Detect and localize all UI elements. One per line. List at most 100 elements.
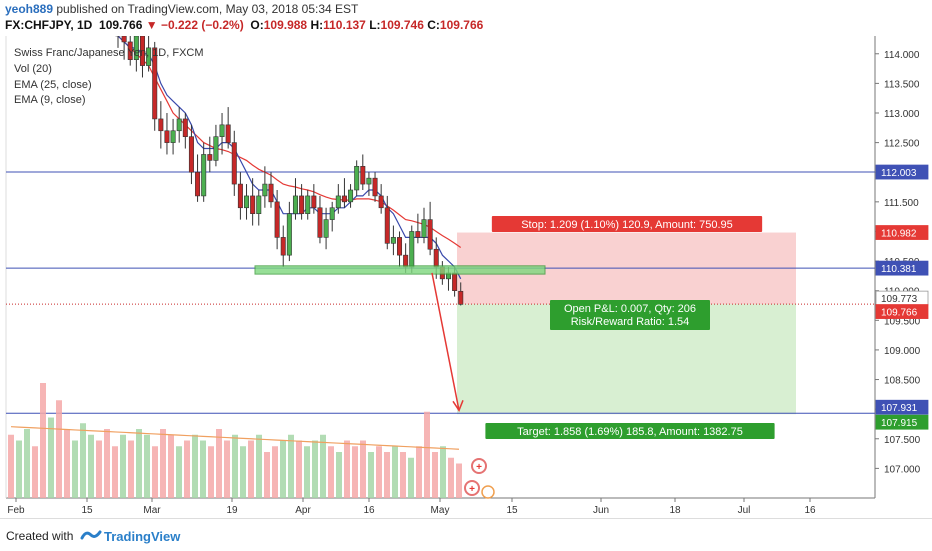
projection-arrow[interactable] [431,272,460,411]
candle-body [341,195,347,203]
price-axis[interactable]: 107.000107.500108.000108.500109.000109.5… [875,50,929,476]
legend-ema25: EMA (25, close) [14,79,92,91]
event-marker-icon[interactable] [464,480,480,496]
candle-body [348,189,354,203]
price-tick-label: 111.500 [884,198,919,209]
time-tick-label: Feb [7,505,25,516]
price-chart[interactable]: ++ 107.000107.500108.000108.500109.00010… [0,0,932,518]
volume-bar [368,452,374,498]
candle-body [299,195,305,214]
candle-body [188,136,194,173]
price-label: 110.982 [875,225,929,240]
price-label: 107.915 [875,414,929,430]
volume-bars [8,383,462,498]
candle-body [164,130,170,143]
tradingview-brand[interactable]: TradingView [104,529,181,544]
candle-body [274,201,280,238]
time-axis[interactable]: Feb 15 Mar 19 Apr 16 May 15 Jun 18 Jul 16 [7,498,816,516]
volume-bar [24,429,30,498]
volume-bar [352,446,358,498]
ema25-line [117,35,462,248]
volume-bar [64,429,70,498]
price-change: ▼ −0.222 (−0.2%) [145,18,244,32]
price-tick-label: 112.500 [884,139,920,150]
target-label-text: Target: 1.858 (1.69%) 185.8, Amount: 138… [517,426,743,438]
volume-bar [424,411,430,498]
volume-bar [128,440,134,498]
target-label-bg [485,423,775,439]
candle-body [390,237,396,244]
volume-bar [240,446,246,498]
legend-ema9: EMA (9, close) [14,94,86,106]
volume-bar [160,429,166,498]
candle-body [286,213,292,256]
time-tick-label: Apr [295,505,311,516]
time-tick-label: Mar [143,505,161,516]
volume-bar [152,446,158,498]
volume-bar [360,440,366,498]
time-tick-label: Jul [738,505,751,516]
volume-bar [16,440,22,498]
candle-body [409,231,415,268]
price-label-text: 107.931 [881,403,918,414]
candle-body [360,166,366,185]
time-tick-label: May [431,505,450,516]
volume-bar [48,417,54,498]
price-tick-label: 107.500 [884,435,921,446]
high-label: H: [310,18,324,32]
volume-bar [392,446,398,498]
candle-body [207,154,213,161]
support-zone[interactable] [254,265,546,275]
volume-bar [312,440,318,498]
horizontal-lines[interactable] [6,171,875,414]
volume-bar [40,383,46,498]
author-name[interactable]: yeoh889 [5,2,54,16]
chart-legend: Swiss Franc/Japanese Yen, 1D, FXCM Vol (… [14,47,204,106]
candles [115,0,464,306]
price-label: 110.381 [875,260,929,276]
time-tick-label: Jun [593,505,609,516]
candle-body [256,195,262,214]
volume-bar [456,463,462,498]
price-tick-label: 108.500 [884,376,921,387]
volume-bar [104,429,110,498]
volume-bar [336,452,342,498]
stop-label-bg [491,216,763,232]
published-text: published on TradingView.com, May 03, 20… [56,2,359,16]
overlays[interactable]: ++ [254,265,546,499]
open-pl-label-bg [550,300,710,330]
price-label-text: 107.915 [881,418,918,429]
volume-bar [88,434,94,498]
volume-bar [328,446,334,498]
price-label: 112.003 [875,164,929,180]
price-tick-label: 113.500 [884,79,920,90]
event-marker-plus: + [476,462,482,473]
candle-body [182,118,188,137]
volume-bar [416,446,422,498]
volume-bar [432,452,438,498]
open-value: 109.988 [263,18,308,32]
volume-bar [120,434,126,498]
volume-bar [56,400,62,498]
volume-bar [344,440,350,498]
volume-bar [264,452,270,498]
candle-body [158,118,164,132]
event-marker-icon[interactable] [471,458,487,474]
candle-body [329,207,335,220]
close-value: 109.766 [439,18,484,32]
event-marker-icon[interactable] [481,485,495,499]
candle-body [403,254,409,268]
candle-body [366,177,372,185]
stop-label-text: Stop: 1.209 (1.10%) 120.9, Amount: 750.9… [521,219,733,231]
candle-body [225,124,231,143]
open-pl-text: Open P&L: 0.007, Qty: 206 [564,303,696,315]
price-tick-label: 109.500 [884,316,921,327]
candle-body [458,290,464,305]
volume-bar [32,446,38,498]
candle-body [262,183,268,197]
candle-body [452,272,458,291]
time-tick-label: 18 [669,505,681,516]
volume-bar [448,457,454,498]
price-label-bg [875,164,929,180]
volume-bar [192,434,198,498]
